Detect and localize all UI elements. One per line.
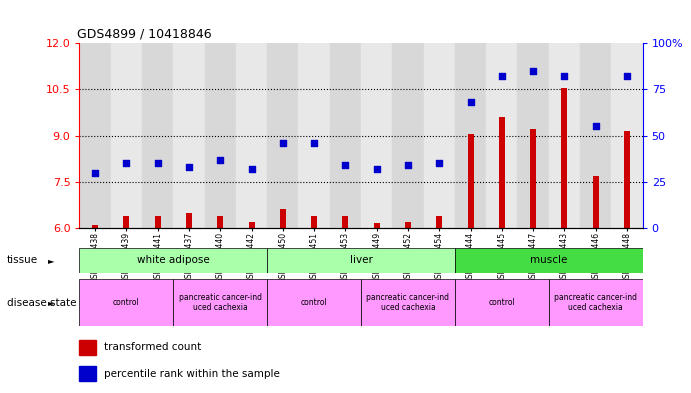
FancyBboxPatch shape: [173, 279, 267, 326]
Bar: [79, 366, 96, 381]
Point: [402, 162, 413, 168]
Text: disease state: disease state: [7, 298, 77, 308]
Bar: [173, 43, 205, 228]
Bar: [330, 43, 361, 228]
Text: control: control: [113, 298, 140, 307]
Text: ►: ►: [48, 298, 55, 307]
Text: pancreatic cancer-ind
uced cachexia: pancreatic cancer-ind uced cachexia: [366, 293, 449, 312]
Bar: [624, 131, 630, 228]
Text: muscle: muscle: [530, 255, 567, 265]
Point: [559, 73, 570, 80]
Point: [121, 160, 132, 167]
Point: [309, 140, 320, 146]
Bar: [580, 43, 612, 228]
Bar: [468, 134, 473, 228]
Text: GDS4899 / 10418846: GDS4899 / 10418846: [77, 28, 211, 40]
Point: [183, 164, 194, 170]
Text: control: control: [301, 298, 328, 307]
Text: ►: ►: [48, 256, 55, 265]
FancyBboxPatch shape: [79, 279, 173, 326]
Point: [277, 140, 288, 146]
FancyBboxPatch shape: [549, 279, 643, 326]
Bar: [424, 43, 455, 228]
Text: pancreatic cancer-ind
uced cachexia: pancreatic cancer-ind uced cachexia: [179, 293, 262, 312]
Text: white adipose: white adipose: [137, 255, 209, 265]
Point: [340, 162, 351, 168]
Bar: [530, 129, 536, 228]
Bar: [79, 340, 96, 354]
Bar: [455, 43, 486, 228]
Text: pancreatic cancer-ind
uced cachexia: pancreatic cancer-ind uced cachexia: [554, 293, 637, 312]
Point: [152, 160, 163, 167]
Bar: [518, 43, 549, 228]
Bar: [155, 216, 161, 228]
Point: [246, 166, 257, 172]
Bar: [343, 216, 348, 228]
Point: [496, 73, 507, 80]
Point: [621, 73, 632, 80]
FancyBboxPatch shape: [455, 248, 643, 273]
Point: [90, 169, 101, 176]
Bar: [236, 43, 267, 228]
Bar: [267, 43, 299, 228]
Point: [528, 68, 539, 74]
Text: transformed count: transformed count: [104, 342, 202, 352]
FancyBboxPatch shape: [455, 279, 549, 326]
Bar: [392, 43, 424, 228]
Bar: [311, 216, 317, 228]
Bar: [499, 117, 505, 228]
FancyBboxPatch shape: [79, 248, 267, 273]
Bar: [612, 43, 643, 228]
Bar: [549, 43, 580, 228]
Text: liver: liver: [350, 255, 372, 265]
Point: [371, 166, 382, 172]
Bar: [249, 222, 254, 228]
Bar: [405, 222, 411, 228]
Bar: [92, 225, 98, 228]
Text: tissue: tissue: [7, 255, 38, 265]
Bar: [79, 43, 111, 228]
Bar: [561, 88, 567, 228]
Bar: [486, 43, 518, 228]
Bar: [142, 43, 173, 228]
Bar: [280, 209, 286, 228]
FancyBboxPatch shape: [267, 248, 455, 273]
Bar: [374, 223, 379, 228]
Text: control: control: [489, 298, 515, 307]
Bar: [111, 43, 142, 228]
Text: percentile rank within the sample: percentile rank within the sample: [104, 369, 281, 379]
Bar: [593, 176, 598, 228]
Point: [590, 123, 601, 130]
Point: [215, 156, 226, 163]
Bar: [217, 216, 223, 228]
FancyBboxPatch shape: [361, 279, 455, 326]
Bar: [361, 43, 392, 228]
Bar: [186, 213, 192, 228]
Bar: [436, 216, 442, 228]
Point: [434, 160, 445, 167]
Point: [465, 99, 476, 105]
Bar: [299, 43, 330, 228]
Bar: [205, 43, 236, 228]
Bar: [124, 216, 129, 228]
FancyBboxPatch shape: [267, 279, 361, 326]
